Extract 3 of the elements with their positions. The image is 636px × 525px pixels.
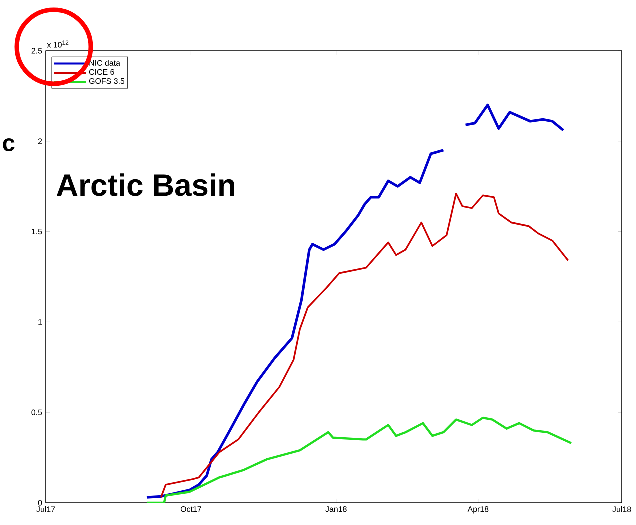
text: c <box>3 138 15 152</box>
text: Arctic Basin <box>56 174 234 196</box>
line-series <box>146 416 573 503</box>
